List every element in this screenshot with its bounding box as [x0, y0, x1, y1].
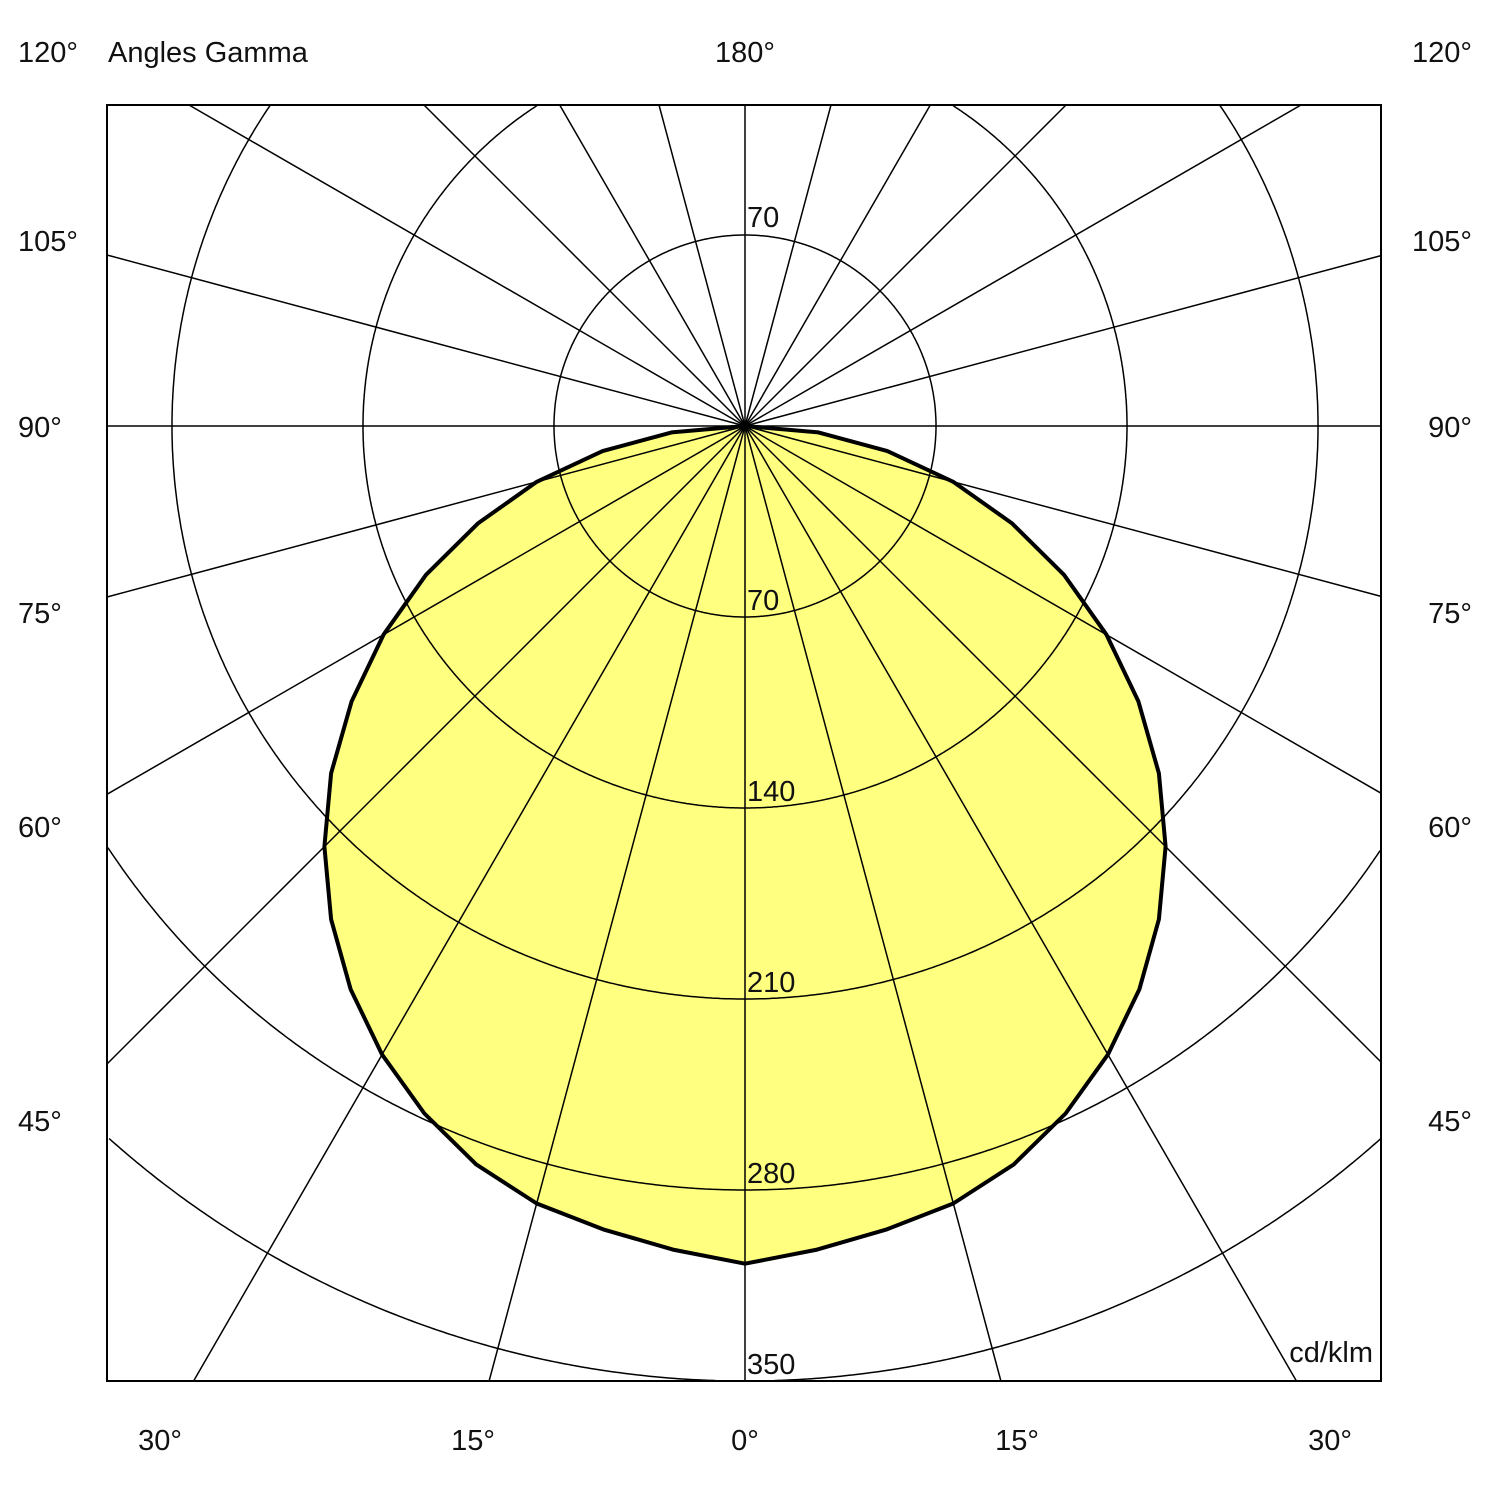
- radial-grid-circle: [362, 104, 1128, 809]
- radial-grid-circle: [171, 105, 1319, 1000]
- gamma-ray-line: [488, 425, 746, 1382]
- radial-tick-label: 350: [747, 1349, 795, 1381]
- chart-title: Angles Gamma: [108, 37, 309, 69]
- bottom-angle-label: 30°: [138, 1425, 182, 1457]
- side-angle-label-right: 75°: [1428, 598, 1472, 630]
- gamma-ray-line: [658, 104, 746, 427]
- top-center-angle-label: 180°: [715, 37, 775, 69]
- gamma-ray-line: [188, 104, 746, 427]
- intensity-curve: [322, 424, 1168, 1266]
- gamma-ray-line: [559, 104, 746, 427]
- side-angle-label-right: 105°: [1412, 226, 1472, 258]
- gamma-ray-line: [106, 425, 746, 795]
- side-angle-label-right: 60°: [1428, 812, 1472, 844]
- side-angle-label-left: 90°: [18, 412, 62, 444]
- gamma-ray-line: [106, 254, 746, 427]
- plot-frame: [106, 104, 1382, 1382]
- side-angle-label-left: 105°: [18, 226, 78, 258]
- side-angle-label-left: 75°: [18, 598, 62, 630]
- bottom-angle-label: 15°: [451, 1425, 495, 1457]
- radial-tick-label: 70: [747, 585, 779, 617]
- radial-grid-circle: [107, 847, 1381, 1191]
- unit-label: cd/klm: [1289, 1337, 1373, 1369]
- gamma-ray-line: [744, 104, 1302, 427]
- gamma-ray-line: [423, 104, 746, 427]
- radial-tick-label: 140: [747, 776, 795, 808]
- radial-tick-label: 210: [747, 967, 795, 999]
- gamma-ray-line: [192, 425, 746, 1382]
- radial-tick-label: 280: [747, 1158, 795, 1190]
- gamma-ray-line: [744, 425, 1002, 1382]
- top-right-angle-label: 120°: [1412, 37, 1472, 69]
- bottom-angle-label: 30°: [1308, 1425, 1352, 1457]
- gamma-ray-line: [744, 425, 1298, 1382]
- gamma-ray-line: [744, 425, 1382, 1063]
- gamma-ray-line: [744, 104, 1067, 427]
- gamma-ray-line: [106, 425, 746, 1065]
- top-left-angle-label: 120°: [18, 37, 78, 69]
- side-angle-label-left: 60°: [18, 812, 62, 844]
- gamma-ray-line: [744, 425, 1382, 598]
- gamma-ray-line: [744, 425, 1382, 794]
- top-radial-label: 70: [747, 202, 779, 234]
- bottom-angle-label: 15°: [995, 1425, 1039, 1457]
- bottom-angle-label: 0°: [731, 1425, 759, 1457]
- gamma-ray-line: [744, 254, 1382, 427]
- gamma-ray-line: [744, 104, 832, 427]
- gamma-ray-line: [106, 425, 746, 598]
- gamma-ray-line: [744, 104, 931, 427]
- side-angle-label-left: 45°: [18, 1106, 62, 1138]
- side-angle-label-right: 90°: [1428, 412, 1472, 444]
- side-angle-label-right: 45°: [1428, 1106, 1472, 1138]
